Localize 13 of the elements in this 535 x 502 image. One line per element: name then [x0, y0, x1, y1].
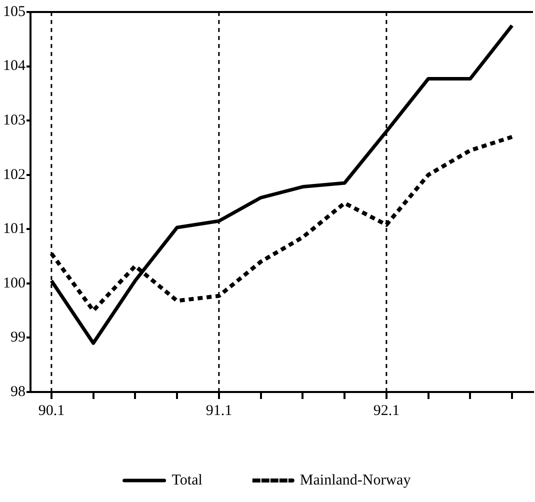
- x-tick-label: 92.1: [373, 402, 400, 419]
- x-tick-label: 90.1: [38, 402, 65, 419]
- y-tick-label: 99: [10, 330, 26, 346]
- y-tick-label: 105: [3, 4, 26, 20]
- y-tick-label: 100: [3, 275, 26, 292]
- x-tick-label: 91.1: [206, 402, 232, 419]
- y-tick-label: 104: [3, 58, 26, 74]
- legend-label: Mainland-Norway: [300, 472, 412, 488]
- y-tick-label: 103: [3, 112, 26, 129]
- legend-label: Total: [172, 472, 202, 488]
- y-tick-label: 98: [10, 384, 26, 400]
- y-tick-label: 101: [3, 221, 26, 238]
- y-tick-label: 102: [3, 166, 26, 183]
